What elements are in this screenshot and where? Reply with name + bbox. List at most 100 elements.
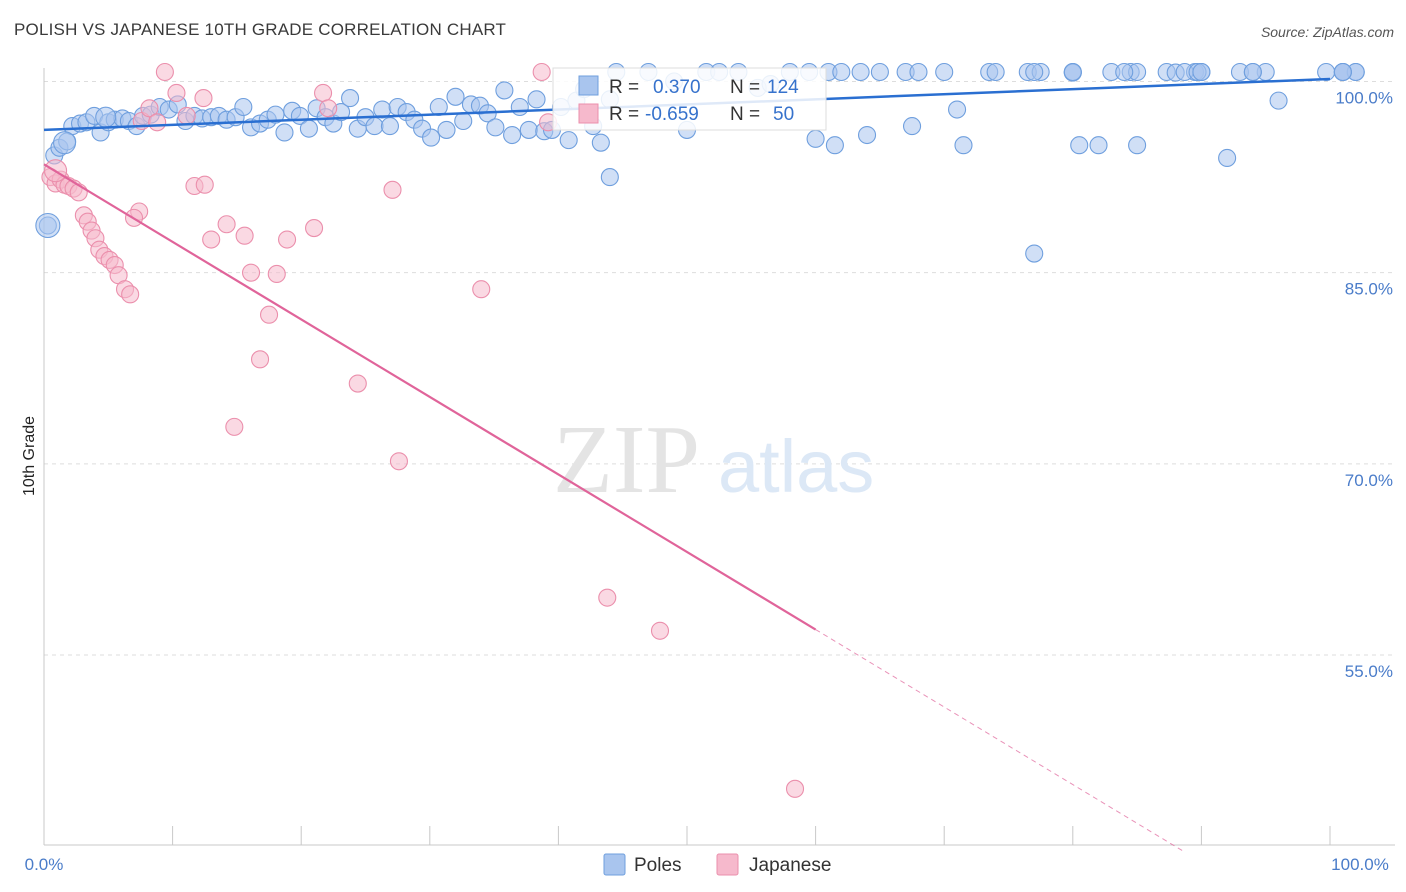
stats-swatch-japanese	[578, 103, 599, 124]
poles-point	[909, 62, 928, 82]
x-ticks	[43, 826, 1331, 845]
legend-label-poles: Poles	[634, 855, 682, 876]
japanese-point	[225, 417, 244, 436]
poles-point	[1192, 62, 1211, 82]
legend-swatch-japanese	[716, 853, 739, 876]
japanese-point	[155, 62, 174, 82]
poles-point	[1218, 148, 1237, 168]
japanese-trend-extension	[815, 629, 1183, 851]
grid-lines	[44, 81, 1395, 656]
poles-point	[902, 117, 922, 136]
poles-point-large	[53, 131, 77, 155]
legend-label-japanese: Japanese	[749, 855, 831, 876]
y-tick-label: 55.0%	[1345, 662, 1393, 681]
poles-point	[1128, 136, 1147, 155]
japanese-point	[235, 226, 254, 245]
japanese-point	[195, 175, 214, 194]
poles-point	[454, 111, 473, 131]
stats-n-label-japanese: N =	[730, 104, 760, 125]
japanese-point	[314, 83, 333, 103]
stats-r-value-poles: 0.370	[653, 77, 701, 98]
poles-point	[503, 125, 522, 145]
japanese-point	[259, 305, 279, 324]
chart-title: POLISH VS JAPANESE 10TH GRADE CORRELATIO…	[14, 20, 507, 39]
poles-point	[1115, 62, 1134, 82]
japanese-point	[305, 219, 324, 238]
japanese-point	[267, 264, 286, 283]
axes	[43, 68, 1395, 846]
poles-point	[591, 133, 610, 152]
poles-point	[275, 123, 294, 142]
poles-point	[446, 87, 465, 106]
source-credit: Source: ZipAtlas.com	[1260, 24, 1394, 40]
poles-point	[1070, 136, 1089, 155]
japanese-point	[348, 374, 367, 393]
poles-point	[954, 136, 973, 155]
poles-point	[935, 62, 954, 82]
poles-point	[832, 62, 851, 82]
poles-point	[1333, 62, 1352, 82]
japanese-point	[250, 350, 270, 369]
japanese-point	[194, 89, 213, 108]
watermark: ZIP atlas	[553, 406, 874, 514]
poles-point	[986, 62, 1005, 82]
poles-point	[559, 131, 578, 150]
japanese-point	[217, 215, 236, 234]
poles-point	[510, 97, 529, 117]
x-tick-label-max: 100.0%	[1331, 855, 1389, 874]
poles-point	[380, 117, 399, 136]
poles-point	[857, 125, 877, 145]
japanese-point	[177, 106, 196, 125]
poles-point	[495, 81, 514, 100]
poles-point	[422, 128, 441, 147]
japanese-point	[148, 113, 167, 132]
poles-point	[486, 118, 505, 137]
y-tick-label: 70.0%	[1345, 471, 1393, 490]
poles-point	[1243, 62, 1262, 82]
japanese-point	[140, 99, 159, 118]
japanese-point	[241, 263, 261, 282]
x-tick-label-min: 0.0%	[25, 855, 64, 874]
poles-point	[1063, 62, 1082, 82]
stats-n-label-poles: N =	[730, 77, 760, 98]
japanese-point	[472, 280, 491, 299]
y-tick-label: 85.0%	[1345, 280, 1393, 299]
japanese-point	[598, 588, 617, 607]
poles-point	[341, 89, 360, 108]
japanese-point	[383, 180, 402, 199]
poles-point	[1025, 244, 1044, 263]
japanese-point	[167, 83, 186, 103]
japanese-point	[532, 62, 551, 82]
poles-point	[299, 119, 318, 138]
japanese-point	[278, 230, 297, 249]
stats-r-label-japanese: R =	[609, 104, 639, 125]
poles-point	[234, 97, 253, 117]
poles-point	[527, 90, 546, 109]
japanese-points	[41, 62, 805, 798]
poles-point	[266, 105, 285, 124]
poles-point	[870, 62, 889, 82]
poles-point	[825, 136, 844, 155]
poles-point	[1025, 62, 1044, 82]
stats-n-value-poles: 124	[767, 77, 799, 98]
poles-point	[851, 62, 870, 82]
poles-point	[437, 120, 456, 139]
poles-point	[948, 100, 967, 119]
legend-swatch-poles	[603, 853, 626, 876]
watermark-zip: ZIP	[553, 406, 700, 514]
stats-legend: R = 0.370 N = 124 R = -0.659 N = 50	[552, 67, 827, 131]
poles-point-large	[35, 212, 61, 239]
japanese-point	[389, 452, 408, 471]
poles-point	[365, 117, 384, 136]
stats-swatch-poles	[578, 75, 599, 96]
poles-point	[806, 129, 825, 148]
japanese-point	[121, 285, 140, 304]
poles-point	[1269, 91, 1288, 110]
poles-point	[519, 120, 538, 139]
stats-r-value-japanese: -0.659	[645, 104, 699, 125]
japanese-point	[650, 621, 670, 640]
watermark-atlas: atlas	[718, 425, 874, 508]
poles-point	[600, 168, 619, 187]
y-tick-labels: 100.0% 85.0% 70.0% 55.0%	[1335, 89, 1393, 682]
